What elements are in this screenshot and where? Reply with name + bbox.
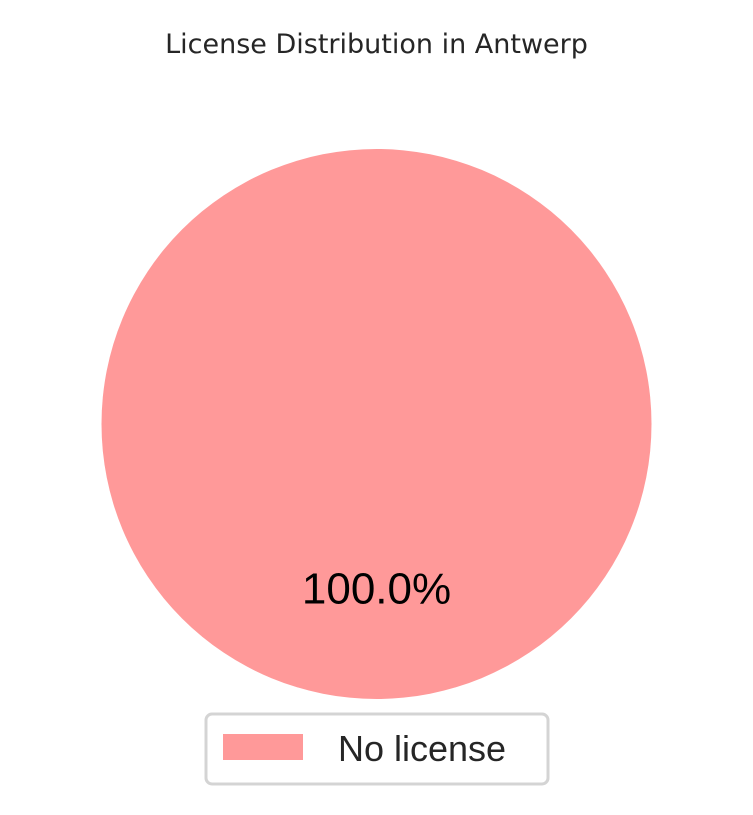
legend: No license <box>204 712 550 786</box>
pie-slice-no-license <box>101 149 652 699</box>
legend-label-no-license: No license <box>338 728 506 769</box>
legend-frame <box>204 712 550 786</box>
legend-swatch-no-license <box>223 734 303 760</box>
pie-label-no-license: 100.0% <box>302 565 451 614</box>
pie-labels: 100.0% <box>302 565 451 614</box>
pie-slices <box>101 149 652 699</box>
chart-title: License Distribution in Antwerp <box>165 29 588 60</box>
